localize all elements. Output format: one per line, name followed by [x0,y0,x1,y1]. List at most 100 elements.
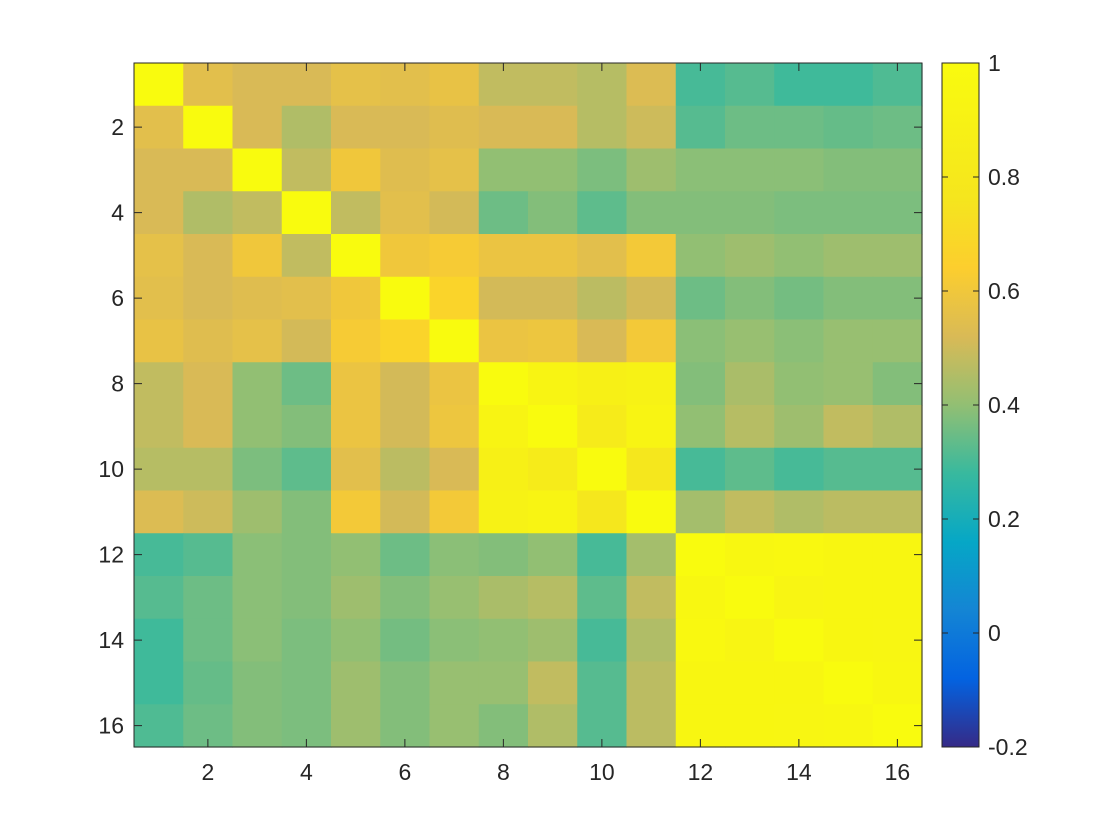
heatmap-cell [528,105,578,150]
heatmap-cell [478,276,529,321]
heatmap-cell [281,234,332,278]
heatmap-cell [675,191,726,235]
heatmap-cell [872,661,923,705]
heatmap-cell [774,661,825,705]
heatmap-cell [577,405,628,449]
heatmap-cell [281,191,332,235]
heatmap-cell [725,447,775,492]
heatmap-cell [232,704,283,748]
heatmap-cell [183,276,234,321]
heatmap-cell [232,533,283,577]
heatmap-cell [725,105,775,150]
heatmap-cell [774,362,825,406]
heatmap-cell [183,490,234,534]
heatmap-cell [429,105,480,150]
heatmap-cell [577,148,628,192]
axes-box [133,62,923,748]
heatmap-cell [626,618,677,663]
heatmap-cell [232,319,283,363]
heatmap-cell [183,661,234,705]
y-tick-label: 10 [98,456,124,482]
heatmap-cell [823,148,874,192]
x-tick-label: 10 [589,759,615,785]
heatmap-cell [134,704,184,748]
x-tick-label: 4 [300,759,313,785]
heatmap-cell [528,148,578,192]
heatmap-cell [626,704,677,748]
colorbar-tick-label: 0.8 [988,164,1020,190]
heatmap-cell [675,362,726,406]
heatmap-cell [232,276,283,321]
y-tick-label: 4 [111,200,124,226]
heatmap-cell [183,576,234,620]
heatmap-cell [478,618,529,663]
heatmap-cell [331,533,381,577]
heatmap-cell [331,618,381,663]
heatmap-cell [232,191,283,235]
heatmap-cell [626,63,677,107]
heatmap-cell [281,618,332,663]
heatmap-cell [823,704,874,748]
heatmap-cell [823,661,874,705]
heatmap-cells [134,63,923,748]
heatmap-cell [528,63,578,107]
heatmap-cell [528,319,578,363]
heatmap-cell [823,405,874,449]
heatmap-cell [183,105,234,150]
heatmap-cell [183,319,234,363]
heatmap-cell [478,319,529,363]
heatmap-cell [331,490,381,534]
heatmap-cell [380,276,431,321]
heatmap-cell [626,490,677,534]
heatmap-cell [528,405,578,449]
heatmap-cell [478,191,529,235]
heatmap-cell [725,533,775,577]
heatmap-cell [774,447,825,492]
heatmap-cell [725,234,775,278]
heatmap-cell [528,191,578,235]
heatmap-cell [478,576,529,620]
heatmap-cell [134,618,184,663]
heatmap-cell [626,661,677,705]
heatmap-cell [331,704,381,748]
heatmap-cell [725,362,775,406]
heatmap-cell [183,447,234,492]
x-tick-label: 6 [398,759,411,785]
heatmap-cell [183,405,234,449]
heatmap-cell [429,234,480,278]
heatmap-cell [429,319,480,363]
heatmap-cell [380,490,431,534]
heatmap-cell [380,319,431,363]
x-tick-label: 8 [497,759,510,785]
heatmap-cell [429,63,480,107]
x-tick-label: 14 [786,759,812,785]
heatmap-cell [429,661,480,705]
heatmap-cell [774,576,825,620]
heatmap-cell [478,661,529,705]
heatmap-cell [823,533,874,577]
heatmap-cell [183,191,234,235]
y-tick-label: 2 [111,114,124,140]
heatmap-cell [626,405,677,449]
heatmap-cell [626,533,677,577]
heatmap-cell [380,447,431,492]
heatmap-cell [134,533,184,577]
heatmap-cell [872,319,923,363]
heatmap-cell [281,490,332,534]
heatmap-cell [478,148,529,192]
heatmap-cell [380,191,431,235]
heatmap-cell [577,618,628,663]
heatmap-cell [725,319,775,363]
heatmap-cell [577,490,628,534]
heatmap-cell [774,618,825,663]
heatmap-cell [872,234,923,278]
heatmap-cell [823,576,874,620]
heatmap-cell [675,148,726,192]
heatmap-cell [725,576,775,620]
heatmap-cell [774,105,825,150]
heatmap-cell [823,63,874,107]
heatmap-cell [528,447,578,492]
y-tick-label: 8 [111,371,124,397]
heatmap-cell [823,618,874,663]
heatmap-cell [774,405,825,449]
